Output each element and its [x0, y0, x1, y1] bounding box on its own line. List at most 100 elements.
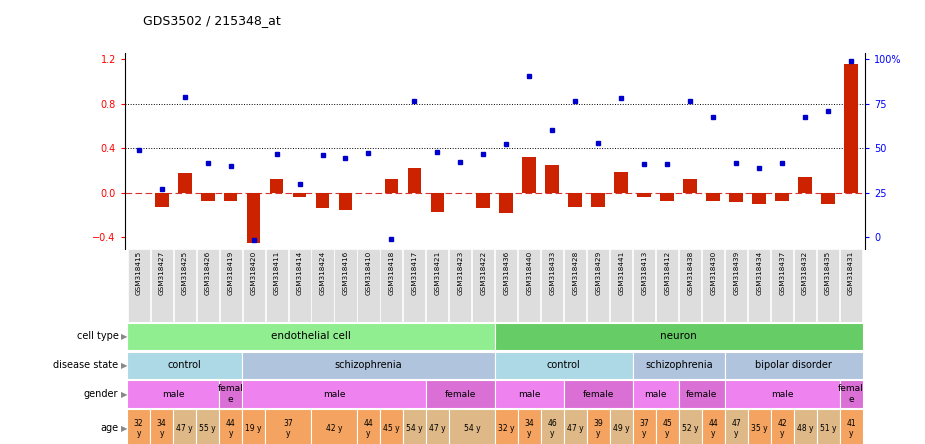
Bar	[495, 249, 517, 322]
Text: cell type: cell type	[77, 331, 118, 341]
Bar	[707, 193, 720, 201]
Text: 45 y: 45 y	[383, 424, 400, 433]
Bar	[173, 409, 196, 444]
Bar	[610, 409, 633, 444]
Bar	[840, 381, 863, 408]
Bar	[840, 249, 862, 322]
Bar	[426, 249, 449, 322]
Text: femal
e: femal e	[838, 385, 864, 404]
Text: neuron: neuron	[660, 331, 697, 341]
Bar	[775, 193, 789, 201]
Bar	[546, 165, 560, 193]
Bar	[357, 409, 380, 444]
Text: GSM318416: GSM318416	[342, 251, 349, 295]
Text: 52 y: 52 y	[682, 424, 698, 433]
Text: 34
y: 34 y	[156, 419, 166, 438]
Text: 39
y: 39 y	[594, 419, 603, 438]
Bar	[794, 249, 816, 322]
Bar	[569, 193, 582, 207]
Text: GSM318415: GSM318415	[136, 251, 142, 295]
Text: male: male	[518, 389, 540, 399]
Text: GSM318441: GSM318441	[618, 251, 624, 295]
Text: 19 y: 19 y	[245, 424, 262, 433]
Text: 32
y: 32 y	[134, 419, 143, 438]
Text: 47 y: 47 y	[177, 424, 193, 433]
Bar	[247, 193, 261, 243]
Text: ▶: ▶	[121, 361, 128, 370]
Text: 48 y: 48 y	[796, 424, 813, 433]
Bar	[380, 249, 402, 322]
Text: GSM318427: GSM318427	[159, 251, 165, 295]
Bar	[265, 249, 288, 322]
Bar	[242, 352, 495, 379]
Text: GSM318423: GSM318423	[457, 251, 463, 295]
Bar	[219, 409, 242, 444]
Bar	[127, 381, 219, 408]
Bar	[541, 249, 563, 322]
Text: GSM318414: GSM318414	[297, 251, 302, 295]
Text: GSM318434: GSM318434	[756, 251, 762, 295]
Bar	[224, 193, 238, 201]
Bar	[656, 249, 678, 322]
Bar	[564, 381, 633, 408]
Bar	[702, 249, 724, 322]
Text: GSM318436: GSM318436	[503, 251, 510, 295]
Text: GSM318417: GSM318417	[412, 251, 417, 295]
Text: schizophrenia: schizophrenia	[335, 360, 402, 370]
Bar	[242, 381, 426, 408]
Text: GSM318432: GSM318432	[802, 251, 808, 295]
Bar	[476, 193, 490, 208]
Text: GSM318438: GSM318438	[687, 251, 693, 295]
Bar	[385, 179, 399, 193]
Bar	[495, 352, 633, 379]
Text: control: control	[547, 360, 581, 370]
Bar	[564, 409, 586, 444]
Text: 34
y: 34 y	[524, 419, 535, 438]
Bar	[311, 409, 357, 444]
Bar	[541, 409, 564, 444]
Text: 47
y: 47 y	[732, 419, 741, 438]
Text: 46
y: 46 y	[548, 419, 557, 438]
Text: 54 y: 54 y	[406, 424, 423, 433]
Bar	[270, 179, 283, 193]
Text: GSM318435: GSM318435	[825, 251, 831, 295]
Text: GSM318428: GSM318428	[573, 251, 578, 295]
Text: 42
y: 42 y	[777, 419, 787, 438]
Bar	[747, 409, 771, 444]
Text: 41
y: 41 y	[846, 419, 856, 438]
Text: ▶: ▶	[121, 389, 128, 399]
Bar	[794, 409, 817, 444]
Text: control: control	[167, 360, 202, 370]
Bar	[174, 249, 196, 322]
Bar	[312, 249, 334, 322]
Text: female: female	[686, 389, 718, 399]
Text: 37
y: 37 y	[639, 419, 649, 438]
Text: GSM318433: GSM318433	[549, 251, 555, 295]
Text: 54 y: 54 y	[463, 424, 480, 433]
Text: GSM318425: GSM318425	[181, 251, 188, 295]
Text: GSM318440: GSM318440	[526, 251, 533, 295]
Bar	[357, 249, 379, 322]
Text: bipolar disorder: bipolar disorder	[755, 360, 832, 370]
Text: age: age	[100, 424, 118, 433]
Bar	[634, 249, 655, 322]
Bar	[702, 409, 724, 444]
Text: 37
y: 37 y	[283, 419, 293, 438]
Bar	[127, 352, 242, 379]
Text: gender: gender	[84, 389, 118, 399]
Bar	[450, 249, 472, 322]
Bar	[684, 179, 697, 193]
Bar	[495, 381, 564, 408]
Bar	[724, 409, 747, 444]
Text: GDS3502 / 215348_at: GDS3502 / 215348_at	[143, 14, 281, 27]
Bar	[633, 381, 679, 408]
Bar	[523, 157, 536, 193]
Bar	[289, 249, 311, 322]
Bar	[748, 249, 771, 322]
Text: GSM318421: GSM318421	[435, 251, 440, 295]
Bar	[729, 193, 743, 202]
Bar	[817, 249, 839, 322]
Bar	[219, 249, 241, 322]
Bar	[408, 168, 421, 193]
Bar	[127, 409, 150, 444]
